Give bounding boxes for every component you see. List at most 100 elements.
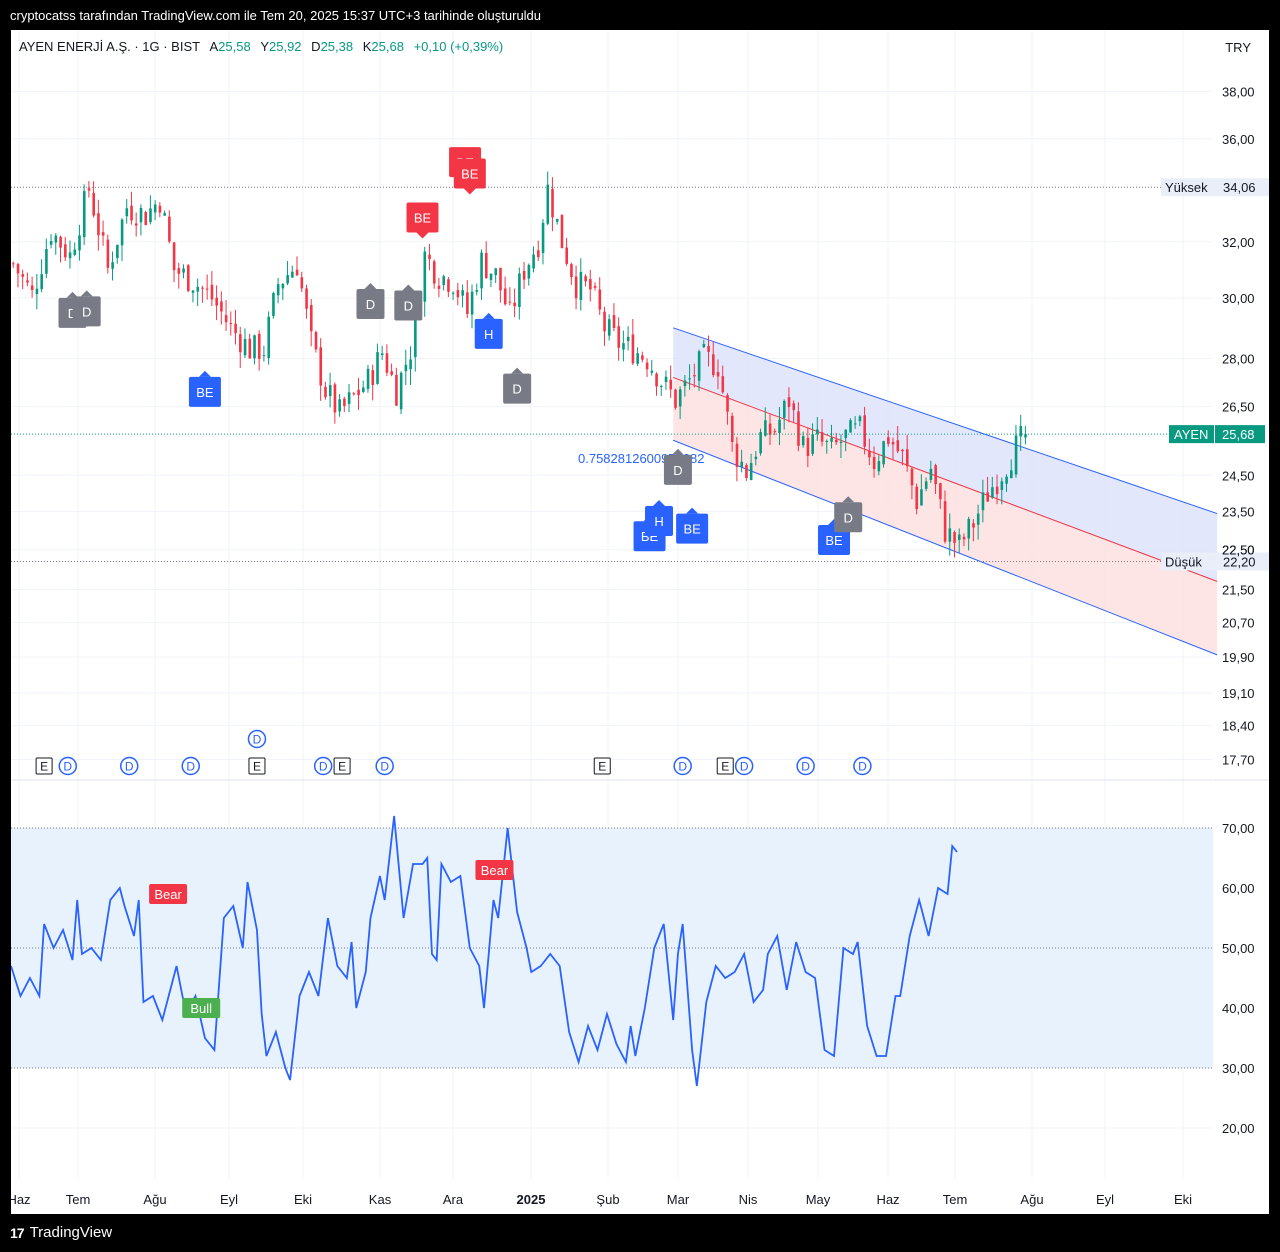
time-axis-tick: Eyl [220, 1192, 238, 1207]
candle-body [740, 461, 744, 467]
candle-body [92, 192, 96, 216]
pattern-label-box [188, 376, 221, 407]
low-value: 25,38 [320, 39, 354, 54]
candle-body [574, 276, 578, 299]
pattern-label-arrow [463, 188, 476, 195]
candle-body [68, 252, 72, 259]
price-axis-tick: 19,90 [1222, 650, 1255, 665]
candle-body [447, 279, 450, 292]
candle-body [655, 373, 658, 387]
candle-body [64, 244, 67, 258]
pattern-label-box [394, 290, 423, 321]
dividend-marker [375, 756, 394, 776]
open-label: A [209, 39, 219, 54]
price-axis-tick: 24,50 [1222, 468, 1255, 483]
candle-body [768, 423, 772, 435]
time-axis-tick: Tem [66, 1192, 91, 1207]
earnings-marker-text: E [598, 760, 606, 774]
candle-body [636, 353, 639, 364]
pattern-label-box [676, 513, 709, 544]
candle-body [910, 468, 914, 486]
candle-body [215, 297, 218, 306]
candle-body [59, 236, 62, 248]
candle-body [1000, 481, 1004, 490]
candle-body [78, 235, 81, 251]
candle-body [877, 461, 881, 472]
candle-body [49, 241, 53, 245]
pattern-label: BE [818, 519, 851, 556]
pattern-label-arrow [66, 291, 79, 298]
candle-body [532, 254, 535, 269]
price-axis-tick: 22,50 [1222, 543, 1255, 558]
dividend-marker [796, 756, 815, 776]
candle-body [764, 420, 767, 436]
candle-body [688, 378, 691, 380]
pattern-label-text: H [654, 514, 663, 529]
time-axis-tick: Eki [294, 1192, 312, 1207]
candle-body [508, 301, 512, 303]
candle-body [503, 288, 507, 305]
candle-body [399, 372, 403, 410]
pattern-label-box [503, 373, 532, 404]
candle-body [863, 415, 866, 447]
candle-body [205, 288, 209, 290]
candle-body [267, 316, 271, 359]
earnings-marker-text: E [253, 760, 261, 774]
rsi-axis-tick: 40,00 [1222, 1001, 1255, 1016]
time-axis-tick: Mar [667, 1192, 690, 1207]
candle-body [716, 372, 720, 377]
pattern-label-box [663, 454, 692, 485]
candle-body [380, 353, 384, 356]
pattern-label-box [406, 202, 439, 233]
earnings-marker [333, 757, 351, 775]
candle-body [939, 483, 942, 500]
candle-body [603, 311, 606, 332]
candle-body [991, 487, 994, 498]
candle-body [622, 343, 625, 350]
pattern-label-text: BE [196, 385, 214, 400]
candle-body [338, 399, 341, 412]
candle-body [896, 440, 900, 452]
candle-body [555, 219, 559, 222]
candle-body [693, 375, 696, 377]
dividend-marker [734, 756, 754, 776]
candle-body [253, 335, 256, 359]
pattern-label-arrow [402, 284, 415, 291]
pattern-label-text: BE [825, 533, 843, 548]
earnings-marker [593, 757, 611, 775]
candle-body [835, 439, 838, 443]
candle-body [125, 208, 129, 217]
dividend-marker-text: D [380, 760, 389, 774]
candle-body [499, 267, 502, 291]
candle-body [650, 370, 654, 373]
candle-body [362, 387, 365, 392]
tradingview-logo-icon: 17 [10, 1224, 25, 1241]
last-price-value-bg [1215, 425, 1265, 444]
candle-body [901, 449, 904, 452]
price-axis-tick: 28,00 [1222, 352, 1255, 367]
currency-label[interactable]: TRY [1225, 40, 1251, 55]
pattern-label-arrow [686, 507, 699, 514]
candle-body [518, 273, 521, 307]
price-axis-tick: 26,50 [1222, 400, 1255, 415]
candle-body [177, 268, 181, 274]
candle-body [806, 437, 810, 456]
candle-body [745, 465, 748, 479]
candle-body [929, 468, 933, 480]
time-axis-tick: Kas [369, 1192, 392, 1207]
candle-body [995, 486, 999, 495]
candle-body [257, 333, 261, 359]
ohlc-legend: AYEN ENERJİ A.Ş. · 1G · BIST A25,58 Y25,… [19, 39, 503, 54]
candle-body [144, 211, 148, 226]
time-axis-tick: Ara [443, 1192, 464, 1207]
pattern-label: H [474, 312, 503, 349]
pattern-label: BE [406, 202, 439, 239]
candle-body [295, 269, 299, 276]
chart-panel[interactable]: 0.7582812600975382 Yüksek 34,06 Düşük 22,20 A… [11, 30, 1269, 1214]
symbol-name[interactable]: AYEN ENERJİ A.Ş. · 1G · BIST [19, 39, 200, 54]
candle-body [617, 326, 621, 348]
open-value: 25,58 [218, 39, 251, 54]
candle-body [721, 376, 725, 393]
pattern-label: BE [453, 158, 486, 195]
